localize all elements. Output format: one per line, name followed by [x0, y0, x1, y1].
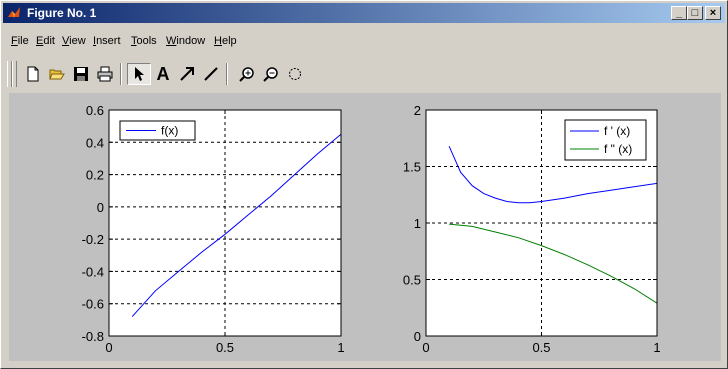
matlab-logo-icon: [8, 7, 20, 18]
menu-file[interactable]: File: [11, 35, 29, 47]
y-tick-label: -0.2: [82, 232, 104, 247]
zoom-out-icon: [263, 67, 278, 82]
zoom-out-button[interactable]: [259, 63, 283, 85]
text-a-icon: A: [156, 63, 170, 84]
y-tick-label: -0.6: [82, 297, 104, 312]
zoom-in-icon: [239, 67, 254, 82]
axes-2[interactable]: 0 0.5 1 2 1.5 1 0.5 0 f ' (x) f " (x): [403, 103, 661, 355]
zoom-in-button[interactable]: [235, 63, 259, 85]
menu-view[interactable]: View: [62, 35, 86, 47]
y-tick-label: -0.4: [82, 264, 104, 279]
line-icon: [204, 67, 218, 81]
legend-label-first-derivative: f ' (x): [604, 124, 630, 138]
y-tick-label: 2: [414, 103, 421, 118]
y-tick-label: -0.8: [82, 329, 104, 344]
diagonal-arrow-icon: [180, 67, 194, 81]
tick-labels: 0 0.5 1 0.6 0.4 0.2 0 -0.2 -0.4 -0.6 -0.8: [82, 103, 345, 355]
toolbar: A: [3, 57, 725, 91]
x-tick-label: 1: [653, 340, 660, 355]
legend-label-second-derivative: f " (x): [604, 142, 632, 156]
legend[interactable]: f ' (x) f " (x): [564, 119, 647, 161]
series-line-0-0: [131, 133, 342, 317]
arrow-pointer-icon: [135, 67, 144, 81]
y-tick-label: 1.5: [403, 160, 421, 175]
x-tick-label: 1: [337, 340, 344, 355]
series-line-1-0: [448, 145, 658, 204]
x-tick-label: 0.5: [216, 340, 234, 355]
x-tick-label: 0.5: [532, 340, 550, 355]
insert-arrow-button[interactable]: [175, 63, 199, 85]
new-figure-button[interactable]: [21, 63, 45, 85]
close-button[interactable]: ×: [705, 6, 721, 20]
save-button[interactable]: [69, 63, 93, 85]
x-tick-label: 0: [422, 340, 429, 355]
title-bar[interactable]: Figure No. 1 _ □ ×: [3, 3, 725, 23]
axes-1[interactable]: 0 0.5 1 0.6 0.4 0.2 0 -0.2 -0.4 -0.6 -0.8 f(x): [82, 103, 345, 355]
series-line-1-1: [449, 223, 658, 304]
legend-box: [119, 120, 196, 141]
open-folder-icon: [49, 69, 65, 80]
legend-label-f: f(x): [161, 124, 178, 138]
print-button[interactable]: [93, 63, 117, 85]
toolbar-grip[interactable]: [12, 61, 17, 87]
menu-window[interactable]: Window: [166, 35, 206, 47]
rotate-icon: [289, 68, 301, 80]
insert-text-button[interactable]: A: [151, 63, 175, 85]
plot-area: 0 0.5 1 0.6 0.4 0.2 0 -0.2 -0.4 -0.6 -0.8 f(x) 0 0.…: [82, 103, 661, 355]
toolbar-separator: [120, 63, 122, 85]
y-tick-label: 0: [414, 329, 421, 344]
series-lines: [131, 133, 342, 317]
legend[interactable]: f(x): [119, 120, 196, 141]
menu-edit[interactable]: Edit: [36, 35, 55, 47]
new-document-icon: [27, 66, 39, 82]
y-tick-label: 0: [97, 200, 104, 215]
menu-insert[interactable]: Insert: [93, 35, 121, 47]
open-file-button[interactable]: [45, 63, 69, 85]
figure-canvas: 0 0.5 1 0.6 0.4 0.2 0 -0.2 -0.4 -0.6 -0.8 f(x) 0 0.…: [9, 93, 721, 361]
floppy-disk-icon: [74, 67, 88, 81]
toolbar-grip[interactable]: [7, 61, 12, 87]
printer-icon: [97, 66, 113, 82]
x-tick-label: 0: [105, 340, 112, 355]
rotate-3d-button[interactable]: [283, 63, 307, 85]
series-lines: [448, 145, 658, 304]
y-tick-label: 0.6: [86, 103, 104, 118]
grid-lines: [426, 110, 657, 336]
menu-tools[interactable]: Tools: [131, 35, 157, 47]
insert-line-button[interactable]: [199, 63, 223, 85]
y-tick-label: 0.5: [403, 273, 421, 288]
y-tick-label: 0.2: [86, 168, 104, 183]
y-tick-label: 1: [414, 216, 421, 231]
window-title: Figure No. 1: [27, 6, 97, 20]
toolbar-separator: [226, 63, 228, 85]
maximize-button[interactable]: □: [687, 6, 703, 20]
edit-plot-button[interactable]: [127, 63, 151, 85]
minimize-button[interactable]: _: [671, 6, 687, 20]
legend-box: [564, 119, 647, 161]
tick-labels: 0 0.5 1 2 1.5 1 0.5 0: [403, 103, 661, 355]
menu-help[interactable]: Help: [214, 35, 237, 47]
grid-lines: [109, 110, 341, 336]
y-tick-label: 0.4: [86, 135, 104, 150]
